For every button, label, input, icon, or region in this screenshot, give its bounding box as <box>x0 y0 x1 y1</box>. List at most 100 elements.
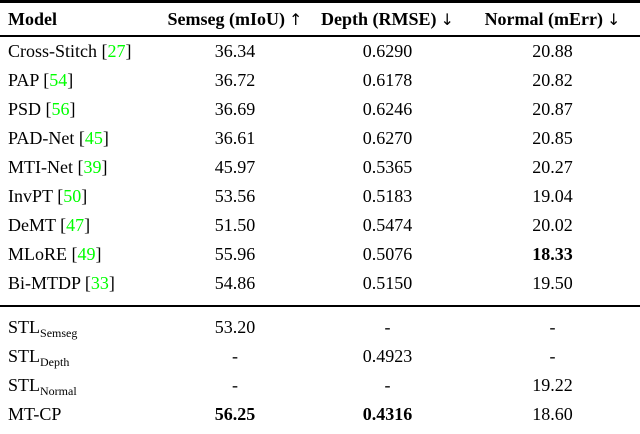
semseg-value: 53.56 <box>214 186 256 206</box>
depth-value: 0.5183 <box>362 186 413 206</box>
model-name: PSD <box>8 99 42 119</box>
model-name: DeMT <box>8 215 56 235</box>
citation-number: 54 <box>49 70 68 90</box>
model-subscript: Depth <box>40 355 70 369</box>
citation: [45] <box>74 128 109 148</box>
header-model: Model <box>0 1 160 37</box>
header-depth: Depth (RMSE) ↓ <box>310 1 465 37</box>
model-cell: PAP [54] <box>0 66 160 95</box>
model-name: STL <box>8 375 41 395</box>
citation-number: 39 <box>83 157 102 177</box>
depth-value: 0.5474 <box>362 215 413 235</box>
citation: [56] <box>41 99 76 119</box>
semseg-value: - <box>232 375 238 395</box>
normal-value: 18.33 <box>532 244 573 264</box>
table-row: PAP [54] 36.72 0.6178 20.82 <box>0 66 640 95</box>
down-arrow-icon: ↓ <box>440 9 454 29</box>
citation: [50] <box>52 186 88 206</box>
model-name: MLoRE <box>8 244 68 264</box>
down-arrow-icon: ↓ <box>607 9 621 29</box>
model-cell: MT-CP <box>0 400 160 434</box>
normal-value: 20.88 <box>532 41 573 61</box>
model-name: Bi-MTDP <box>8 273 81 293</box>
semseg-value: 36.72 <box>214 70 256 90</box>
model-cell: Cross-Stitch [27] <box>0 36 160 66</box>
semseg-value: 36.61 <box>214 128 256 148</box>
up-arrow-icon: ↑ <box>289 9 303 29</box>
model-cell: STLSemseg <box>0 305 160 342</box>
citation: [54] <box>38 70 74 90</box>
semseg-value: 45.97 <box>214 157 256 177</box>
depth-value: - <box>384 375 391 395</box>
model-cell: Bi-MTDP [33] <box>0 269 160 306</box>
citation-number: 47 <box>66 215 85 235</box>
table-body: Cross-Stitch [27] 36.34 0.6290 20.88 PAP [54… <box>0 36 640 434</box>
citation: [47] <box>55 215 91 235</box>
citation-number: 45 <box>84 128 103 148</box>
semseg-value: 54.86 <box>214 273 256 293</box>
normal-value: - <box>465 305 640 342</box>
semseg-value: 36.34 <box>214 41 256 61</box>
normal-value: 20.27 <box>532 157 573 177</box>
model-cell: PSD [56] <box>0 95 160 124</box>
citation: [39] <box>72 157 108 177</box>
model-cell: MTI-Net [39] <box>0 153 160 182</box>
depth-value: 0.4316 <box>362 404 413 424</box>
citation-number: 27 <box>107 41 126 61</box>
normal-value: 20.87 <box>532 99 573 119</box>
table-row: STLSemseg 53.20- - <box>0 305 640 342</box>
model-subscript: Normal <box>40 384 77 398</box>
model-cell: STLDepth <box>0 342 160 371</box>
model-name: STL <box>8 317 41 337</box>
depth-value: 0.6270 <box>362 128 413 148</box>
normal-value: 20.85 <box>532 128 573 148</box>
semseg-value: - <box>232 346 238 366</box>
table-row: Cross-Stitch [27] 36.34 0.6290 20.88 <box>0 36 640 66</box>
semseg-value: 53.20 <box>160 305 310 342</box>
depth-value: 0.5150 <box>362 273 413 293</box>
header-model-label: Model <box>8 8 57 29</box>
model-name: PAP <box>8 70 39 90</box>
header-semseg: Semseg (mIoU) ↑ <box>160 1 310 37</box>
citation-number: 56 <box>51 99 70 119</box>
semseg-value: 51.50 <box>214 215 256 235</box>
semseg-value: 36.69 <box>214 99 256 119</box>
normal-value: 19.50 <box>532 273 573 293</box>
model-cell: InvPT [50] <box>0 182 160 211</box>
depth-value: 0.6290 <box>362 41 413 61</box>
model-cell: STLNormal <box>0 371 160 400</box>
depth-value: 0.6246 <box>362 99 413 119</box>
model-subscript: Semseg <box>40 326 78 340</box>
table-row: STLDepth - 0.4923 - <box>0 342 640 371</box>
depth-value: 0.6178 <box>362 70 413 90</box>
citation: [27] <box>97 41 132 61</box>
depth-value: - <box>310 305 465 342</box>
table-row: MT-CP 56.25 0.4316 18.60 <box>0 400 640 434</box>
table-row: PAD-Net [45] 36.61 0.6270 20.85 <box>0 124 640 153</box>
normal-value: 19.22 <box>532 375 573 395</box>
semseg-value: 56.25 <box>214 404 256 424</box>
depth-value: 0.5076 <box>362 244 413 264</box>
table-header: Model Semseg (mIoU) ↑ Depth (RMSE) ↓ Norma… <box>0 1 640 37</box>
normal-value: 18.60 <box>532 404 573 424</box>
semseg-value: 55.96 <box>214 244 256 264</box>
model-cell: PAD-Net [45] <box>0 124 160 153</box>
table-row: InvPT [50] 53.56 0.5183 19.04 <box>0 182 640 211</box>
model-name: MT-CP <box>8 404 62 424</box>
table-row: Bi-MTDP [33] 54.86 0.5150 19.50 <box>0 269 640 306</box>
normal-value: - <box>549 346 556 366</box>
citation-number: 50 <box>63 186 82 206</box>
model-cell: DeMT [47] <box>0 211 160 240</box>
normal-value: 19.04 <box>532 186 573 206</box>
header-normal: Normal (mErr) ↓ <box>465 1 640 37</box>
normal-value: 20.02 <box>532 215 573 235</box>
citation-number: 33 <box>90 273 109 293</box>
model-name: PAD-Net <box>8 128 75 148</box>
table-row: MTI-Net [39] 45.97 0.5365 20.27 <box>0 153 640 182</box>
model-name: InvPT <box>8 186 53 206</box>
table-row: MLoRE [49] 55.96 0.5076 18.33 <box>0 240 640 269</box>
table-row: PSD [56] 36.69 0.6246 20.87 <box>0 95 640 124</box>
header-row: Model Semseg (mIoU) ↑ Depth (RMSE) ↓ Norma… <box>0 1 640 37</box>
